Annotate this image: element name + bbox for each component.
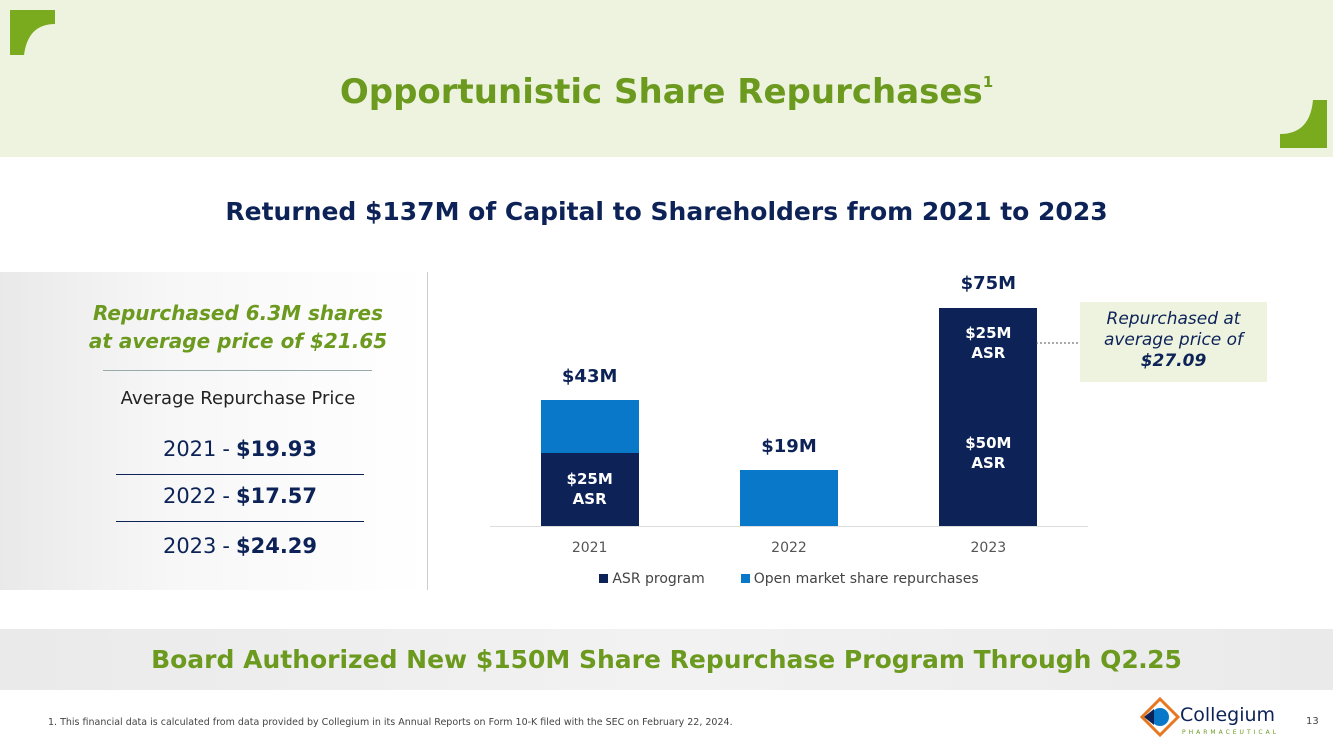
legend-item: Open market share repurchases <box>740 571 979 587</box>
price: $24.29 <box>235 534 318 558</box>
annotation-text: Repurchased at average price of <box>1103 309 1244 350</box>
rule <box>103 370 372 371</box>
bar <box>540 400 639 453</box>
rule <box>116 474 364 475</box>
total-label: $43M <box>561 366 618 388</box>
year: 2021 <box>162 437 217 461</box>
logo-name: Collegium <box>1180 704 1276 726</box>
segment-label: $25M ASR <box>566 470 613 509</box>
annotation-leader <box>1036 342 1082 344</box>
legend-label: ASR program <box>612 571 705 587</box>
year: 2022 <box>162 484 217 508</box>
header-band <box>0 0 1333 157</box>
year: 2023 <box>162 534 217 558</box>
banner: Board Authorized New $150M Share Repurch… <box>151 645 1182 674</box>
legend-swatch <box>599 574 609 583</box>
banner-band <box>0 629 1333 690</box>
separator: - <box>222 534 230 558</box>
price-row: 2023- $24.29 <box>116 534 364 558</box>
baseline <box>490 526 1088 527</box>
annotation: Repurchased at average price of $27.09 <box>1080 302 1267 382</box>
bar <box>740 470 838 526</box>
title-text: Opportunistic Share Repurchases <box>339 72 983 112</box>
annotation-value: $27.09 <box>1140 351 1207 371</box>
x-tick-label: 2021 <box>571 540 608 556</box>
x-tick-label: 2023 <box>970 540 1007 556</box>
bar <box>939 379 1038 526</box>
title-footnote-ref: 1 <box>982 73 994 91</box>
bar <box>939 306 1038 380</box>
price: $19.93 <box>235 437 318 461</box>
total-label: $75M <box>960 272 1017 294</box>
logo-tagline: PHARMACEUTICAL <box>1182 729 1280 736</box>
segment-label: $25M ASR <box>965 324 1012 363</box>
panel-heading: Average Repurchase Price <box>120 388 356 409</box>
panel-headline: Repurchased 6.3M shares at average price… <box>88 301 388 353</box>
corner-marks <box>10 10 1327 148</box>
price-row: 2021- $19.93 <box>116 437 364 461</box>
legend: ASR program Open market share repurchases <box>490 571 1088 587</box>
x-tick-label: 2022 <box>771 540 807 556</box>
separator: - <box>222 484 230 508</box>
logo-mark <box>1140 697 1180 737</box>
slide-title: Opportunistic Share Repurchases1 <box>0 72 1333 112</box>
legend-swatch <box>740 574 750 583</box>
subtitle: Returned $137M of Capital to Shareholder… <box>225 197 1108 226</box>
total-label: $19M <box>761 436 817 458</box>
separator: - <box>222 437 230 461</box>
price: $17.57 <box>235 484 318 508</box>
legend-item: ASR program <box>599 571 705 587</box>
left-panel <box>0 272 428 590</box>
page-number: 13 <box>1306 716 1319 727</box>
footnote: 1. This financial data is calculated fro… <box>48 717 733 728</box>
segment-label: $50M ASR <box>965 433 1012 472</box>
legend-label: Open market share repurchases <box>753 571 979 587</box>
bar <box>540 452 639 526</box>
divider <box>427 272 428 590</box>
price-row: 2022- $17.57 <box>116 484 364 508</box>
rule <box>116 521 364 522</box>
